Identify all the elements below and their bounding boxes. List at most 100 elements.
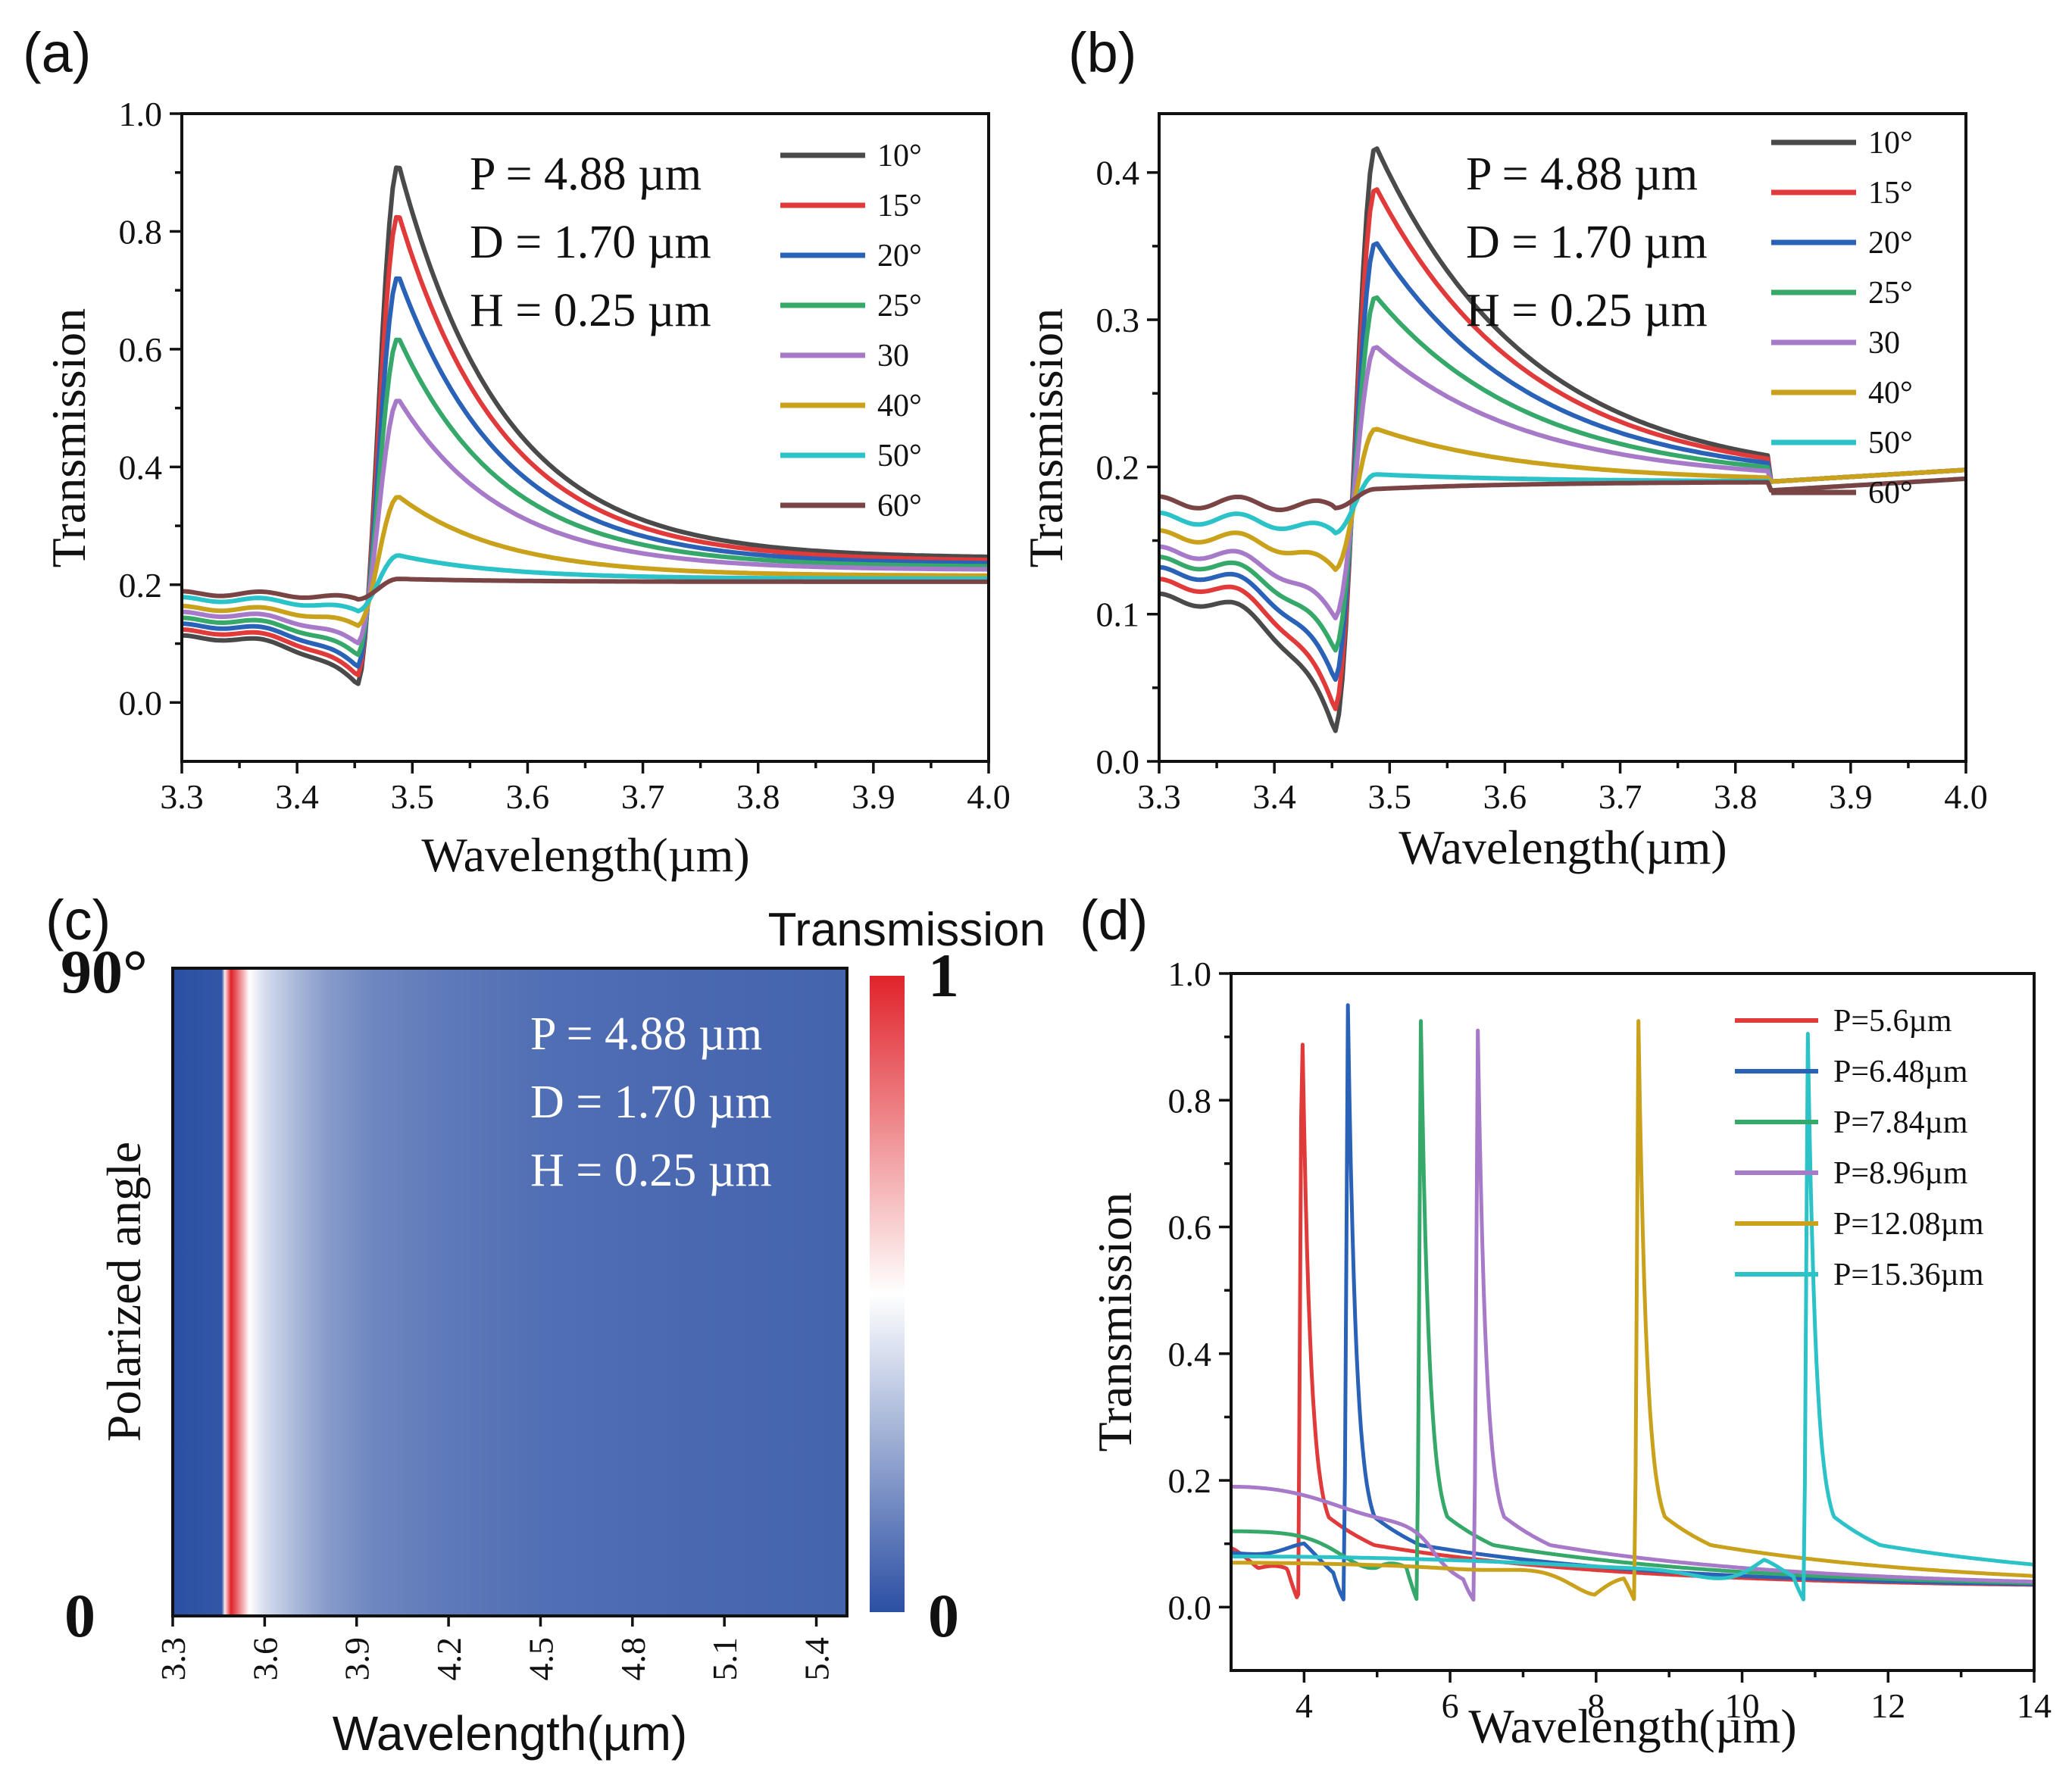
- panel-a-label: (a): [23, 21, 91, 84]
- colorbar-min-label: 0: [928, 1581, 959, 1650]
- series-line-P=15.36µm: [1230, 1032, 2035, 1602]
- y-tick-label: 0.0: [1096, 742, 1140, 781]
- panel-d-plot: [1230, 1003, 2035, 1602]
- colorbar-title: Transmission: [768, 904, 1045, 956]
- legend-label: 20°: [877, 239, 922, 273]
- x-tick-label: 6: [1442, 1686, 1459, 1725]
- panel-d-ylabel: Transmission: [1088, 1192, 1142, 1452]
- x-tick-label: 4.2: [430, 1637, 468, 1681]
- panel-a-ticks: 3.3 3.4 3.5 3.6 3.7 3.8 3.9 4.0 0.0 0.2 0.4 0.6 0.8 1…: [119, 95, 1011, 816]
- x-tick-label: 5.1: [705, 1637, 744, 1681]
- y-tick-label: 0.4: [1096, 154, 1140, 192]
- x-tick-label: 3.8: [1714, 777, 1758, 816]
- legend-label: 10°: [877, 139, 922, 173]
- legend-label: 25°: [1868, 276, 1913, 311]
- legend-label: P=8.96µm: [1833, 1156, 1968, 1191]
- x-tick-label: 3.8: [736, 777, 780, 816]
- legend-label: P=6.48µm: [1833, 1055, 1968, 1089]
- panel-b: (b) 3.3 3.4 3.5 3.6 3.7 3.8 3.9 4.0 0.0 0.1 0.2 0.3…: [1019, 21, 1988, 874]
- x-tick-label: 4.5: [521, 1637, 560, 1681]
- x-tick-label: 4: [1295, 1686, 1313, 1725]
- series-line-P=8.96µm: [1230, 1028, 2035, 1602]
- legend-label: 25°: [877, 289, 922, 323]
- y-tick-label: 0.2: [119, 566, 163, 605]
- series-line-15°: [181, 214, 988, 678]
- legend-label: 50°: [1868, 426, 1913, 461]
- series-line-30: [181, 398, 988, 645]
- panel-c-ylabel: Polarized angle: [97, 1142, 151, 1442]
- panel-c-param-p: P = 4.88 µm: [530, 1008, 762, 1060]
- y-tick-label: 1.0: [1168, 955, 1212, 993]
- panel-b-ylabel: Transmission: [1019, 308, 1073, 568]
- panel-b-frame: [1158, 112, 1967, 763]
- y-tick-label: 0.3: [1096, 301, 1140, 339]
- legend-label: 40°: [877, 389, 922, 423]
- x-tick-label: 3.4: [1252, 777, 1296, 816]
- x-tick-label: 3.9: [852, 777, 895, 816]
- legend-label: 30: [877, 339, 909, 373]
- panel-c-ylabel-bottom: 0: [64, 1581, 95, 1650]
- x-tick-label: 3.5: [1368, 777, 1412, 816]
- x-tick-label: 8: [1587, 1686, 1605, 1725]
- series-line-50°: [181, 553, 988, 614]
- panel-a-frame: [180, 112, 990, 763]
- y-tick-label: 0.1: [1096, 595, 1140, 634]
- panel-a-param-p: P = 4.88 µm: [470, 148, 702, 200]
- panel-b-xlabel: Wavelength(µm): [1399, 820, 1727, 874]
- y-tick-label: 0.0: [119, 683, 163, 722]
- panel-c-xlabel: Wavelength(µm): [333, 1706, 687, 1761]
- y-tick-label: 0.0: [1168, 1588, 1212, 1627]
- y-tick-label: 0.2: [1168, 1461, 1212, 1500]
- x-tick-label: 3.3: [1137, 777, 1181, 816]
- panel-b-plot: [1158, 146, 1965, 733]
- legend-label: 60°: [1868, 476, 1913, 511]
- panel-b-label: (b): [1068, 21, 1136, 84]
- y-tick-label: 0.4: [1168, 1335, 1212, 1374]
- x-tick-label: 3.6: [506, 777, 550, 816]
- legend-label: 30: [1868, 326, 1900, 361]
- x-tick-label: 10: [1725, 1686, 1760, 1725]
- panel-c-ticks: 3.3 3.6 3.9 4.2 4.5 4.8 5.1 5.4: [154, 1616, 836, 1681]
- panel-d-ticks: 4 6 8 10 12 14 0.0 0.2 0.4 0.6 0.8 1.0: [1168, 955, 2052, 1725]
- series-line-60°: [1158, 477, 1965, 513]
- x-tick-label: 3.6: [245, 1637, 284, 1681]
- panel-d-frame: [1230, 972, 2036, 1672]
- panel-b-ticks: 3.3 3.4 3.5 3.6 3.7 3.8 3.9 4.0 0.0 0.1 0.2 0.3 0.4: [1096, 154, 1988, 816]
- legend-label: P=7.84µm: [1833, 1105, 1968, 1140]
- x-tick-label: 3.3: [160, 777, 204, 816]
- y-tick-label: 0.6: [1168, 1208, 1212, 1247]
- panel-d-legend: P=5.6µm P=6.48µm P=7.84µm P=8.96µm P=12.08µm…: [1735, 1004, 1984, 1292]
- series-line-25°: [181, 337, 988, 658]
- panel-b-param-d: D = 1.70 µm: [1466, 217, 1708, 268]
- colorbar: [870, 976, 905, 1612]
- legend-label: 60°: [877, 489, 922, 523]
- panel-c: (c) 3.3 3.6 3.9 4.2 4.5 4.8 5.1 5.4 90° 0 Polar…: [45, 889, 1045, 1761]
- series-line-20°: [181, 276, 988, 669]
- panel-a-param-d: D = 1.70 µm: [470, 217, 711, 268]
- panel-c-heatmap: [173, 968, 847, 1616]
- legend-label: 10°: [1868, 126, 1913, 161]
- panel-c-param-h: H = 0.25 µm: [530, 1145, 772, 1196]
- x-tick-label: 3.3: [154, 1637, 192, 1681]
- panel-b-param-p: P = 4.88 µm: [1466, 148, 1698, 200]
- legend-label: 50°: [877, 439, 922, 473]
- legend-label: 20°: [1868, 226, 1913, 261]
- legend-label: 15°: [877, 189, 922, 223]
- panel-a-plot: [181, 165, 988, 686]
- panel-c-frame: [171, 967, 848, 1617]
- series-line-P=12.08µm: [1230, 1019, 2035, 1602]
- y-tick-label: 1.0: [119, 95, 163, 133]
- x-tick-label: 5.4: [798, 1637, 836, 1681]
- x-tick-label: 14: [2017, 1686, 2052, 1725]
- series-line-10°: [181, 165, 988, 686]
- panel-a-param-h: H = 0.25 µm: [470, 285, 711, 336]
- panel-c-ylabel-top: 90°: [61, 937, 148, 1006]
- series-line-40°: [1158, 427, 1965, 572]
- x-tick-label: 12: [1870, 1686, 1905, 1725]
- legend-label: P=12.08µm: [1833, 1207, 1984, 1242]
- panel-d: (d) 4 6 8 10 12 140.00.20.40.60.81.0 P=5.6µmP…: [1080, 889, 2052, 1753]
- legend-label: P=15.36µm: [1833, 1258, 1984, 1292]
- x-tick-label: 3.5: [391, 777, 435, 816]
- x-tick-label: 4.0: [967, 777, 1011, 816]
- panel-a-ylabel: Transmission: [42, 308, 95, 568]
